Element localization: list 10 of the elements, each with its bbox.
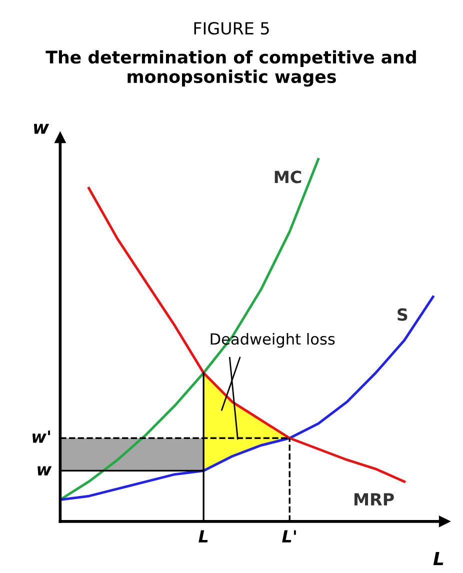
series-label: S <box>398 308 408 321</box>
ref-line-label: w' <box>32 430 50 443</box>
series-label: MRP <box>354 493 394 506</box>
chart-title: FIGURE 5 <box>194 22 269 35</box>
x-axis-title: L <box>433 552 444 566</box>
ref-line-label: w <box>38 466 52 476</box>
series-label: MC <box>274 170 302 184</box>
x-tick-label: L' <box>282 530 296 542</box>
y-axis-title: w <box>34 124 50 134</box>
chart-subtitle: The determination of competitive and monopsonistic wages <box>46 50 416 87</box>
